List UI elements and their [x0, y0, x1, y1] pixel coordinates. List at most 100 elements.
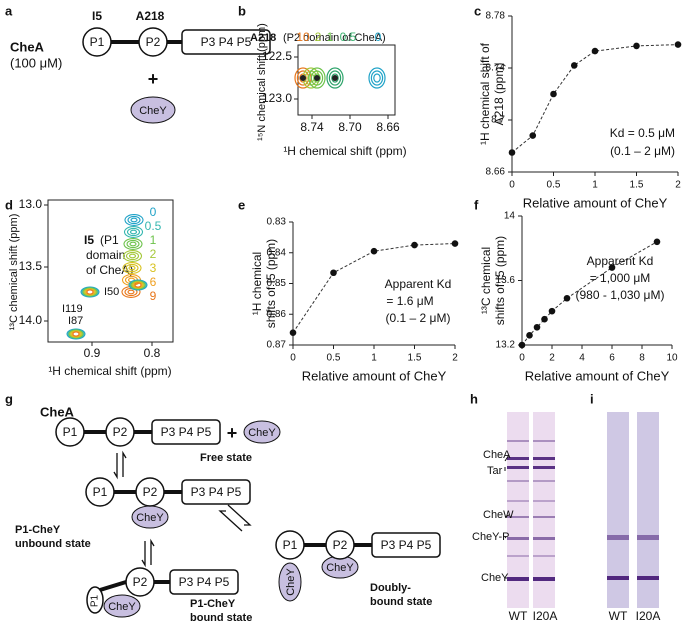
contour [123, 226, 144, 238]
domain-label: P3 P4 P5 [201, 35, 252, 49]
domain [125, 567, 155, 597]
domain [138, 27, 168, 57]
x-tick-label: 0 [519, 353, 525, 364]
y-tick-label: 0.85 [267, 278, 287, 289]
y-tick-label: 0.84 [267, 247, 287, 258]
annotation: Apparent Kd [385, 277, 452, 291]
x-tick-label: 1.5 [630, 180, 644, 191]
domain-label: P3 P4 P5 [179, 575, 230, 589]
domain-box [151, 419, 221, 445]
y-tick-label: 8.74 [486, 63, 506, 74]
x-tick-label: 0.5 [547, 180, 561, 191]
data-point [591, 47, 599, 55]
band-label: CheW [483, 509, 514, 521]
data-point [608, 264, 616, 271]
domain [105, 417, 135, 447]
label: bound state [190, 612, 252, 624]
x-tick-label: 1 [592, 180, 598, 191]
titration-label: 1 [327, 30, 334, 44]
panel-label: e [238, 197, 245, 212]
annotation: Kd = 0.5 μM [610, 126, 675, 140]
label: Doubly- [370, 582, 411, 594]
y-tick-label: 13.2 [496, 340, 516, 351]
x-tick-label: 4 [579, 353, 585, 364]
x-axis-label: Relative amount of CheY [525, 368, 670, 383]
x-tick-label: 1 [371, 353, 377, 364]
fit-line [521, 241, 658, 346]
panel-label: d [5, 197, 13, 212]
gel-band [533, 537, 555, 540]
lane-label: WT [609, 609, 628, 623]
contour [128, 265, 136, 271]
x-tick-label: 0.8 [144, 346, 161, 360]
band-label: CheY [481, 572, 509, 584]
gel-band [533, 516, 555, 518]
chey [103, 594, 141, 618]
domain-box [169, 569, 239, 595]
domain-label: P2 [333, 538, 348, 552]
contour [86, 289, 94, 295]
domain-label: P2 [133, 575, 148, 589]
data-point [529, 132, 537, 139]
contour [373, 73, 381, 83]
contour [127, 215, 141, 225]
data-point [451, 240, 459, 247]
gel-band [507, 457, 529, 460]
chey-label: CheY [108, 601, 136, 613]
gel-band [533, 466, 555, 469]
x-tick-label: 0 [509, 180, 515, 191]
domain [86, 586, 104, 614]
gel-band [533, 555, 555, 557]
panel-label: c [474, 3, 481, 18]
arrow [141, 538, 155, 568]
domain [135, 477, 165, 507]
contour [331, 73, 339, 83]
titration-label: 3 [150, 261, 157, 275]
data-point [633, 42, 640, 50]
data-point [563, 294, 571, 302]
data-point [533, 323, 541, 331]
data-point [550, 90, 557, 98]
gel-lane [637, 412, 659, 608]
gel-lane [607, 412, 629, 608]
lane-label: I20A [636, 609, 661, 623]
domain-label: P1 [63, 425, 78, 439]
annotation: (0.1 – 2 μM) [610, 144, 675, 158]
chey-label: CheY [248, 427, 276, 439]
lane-label: I20A [533, 609, 558, 623]
gel-band [533, 500, 555, 502]
contour [125, 251, 140, 261]
contour [125, 263, 139, 273]
band-label: CheY-P [472, 531, 510, 543]
contour [313, 73, 321, 83]
y-tick-label: 8.7 [491, 115, 505, 126]
lane-label: WT [509, 609, 528, 623]
contour [129, 241, 137, 247]
gel-band [533, 577, 555, 581]
chey [278, 562, 302, 602]
label: A218 [250, 32, 276, 44]
x-tick-label: 2 [452, 353, 458, 364]
peak-center [332, 75, 338, 81]
linker [99, 580, 127, 592]
y-tick-label: 13.0 [19, 197, 43, 211]
label: (P1 [100, 233, 119, 247]
x-tick-label: 2 [675, 180, 681, 191]
y-axis-label: shifts of I5 (ppm) [264, 239, 278, 328]
data-point [570, 62, 578, 69]
label: P1-CheY [15, 524, 61, 536]
label: CheA [10, 39, 45, 54]
arrow [218, 504, 252, 532]
contour [130, 217, 138, 223]
contour [126, 227, 141, 237]
panel-label: b [238, 3, 246, 18]
x-tick-label: 6 [609, 353, 615, 364]
label: ¹H chemical shift (ppm) [283, 144, 406, 158]
contour [72, 331, 80, 337]
label: A218 [136, 9, 165, 23]
y-axis-label: ¹H chemical shift of [478, 42, 492, 145]
panel-label: h [470, 391, 478, 406]
data-point [289, 329, 297, 337]
label: unbound state [15, 538, 91, 550]
chey-label: CheY [139, 105, 167, 117]
